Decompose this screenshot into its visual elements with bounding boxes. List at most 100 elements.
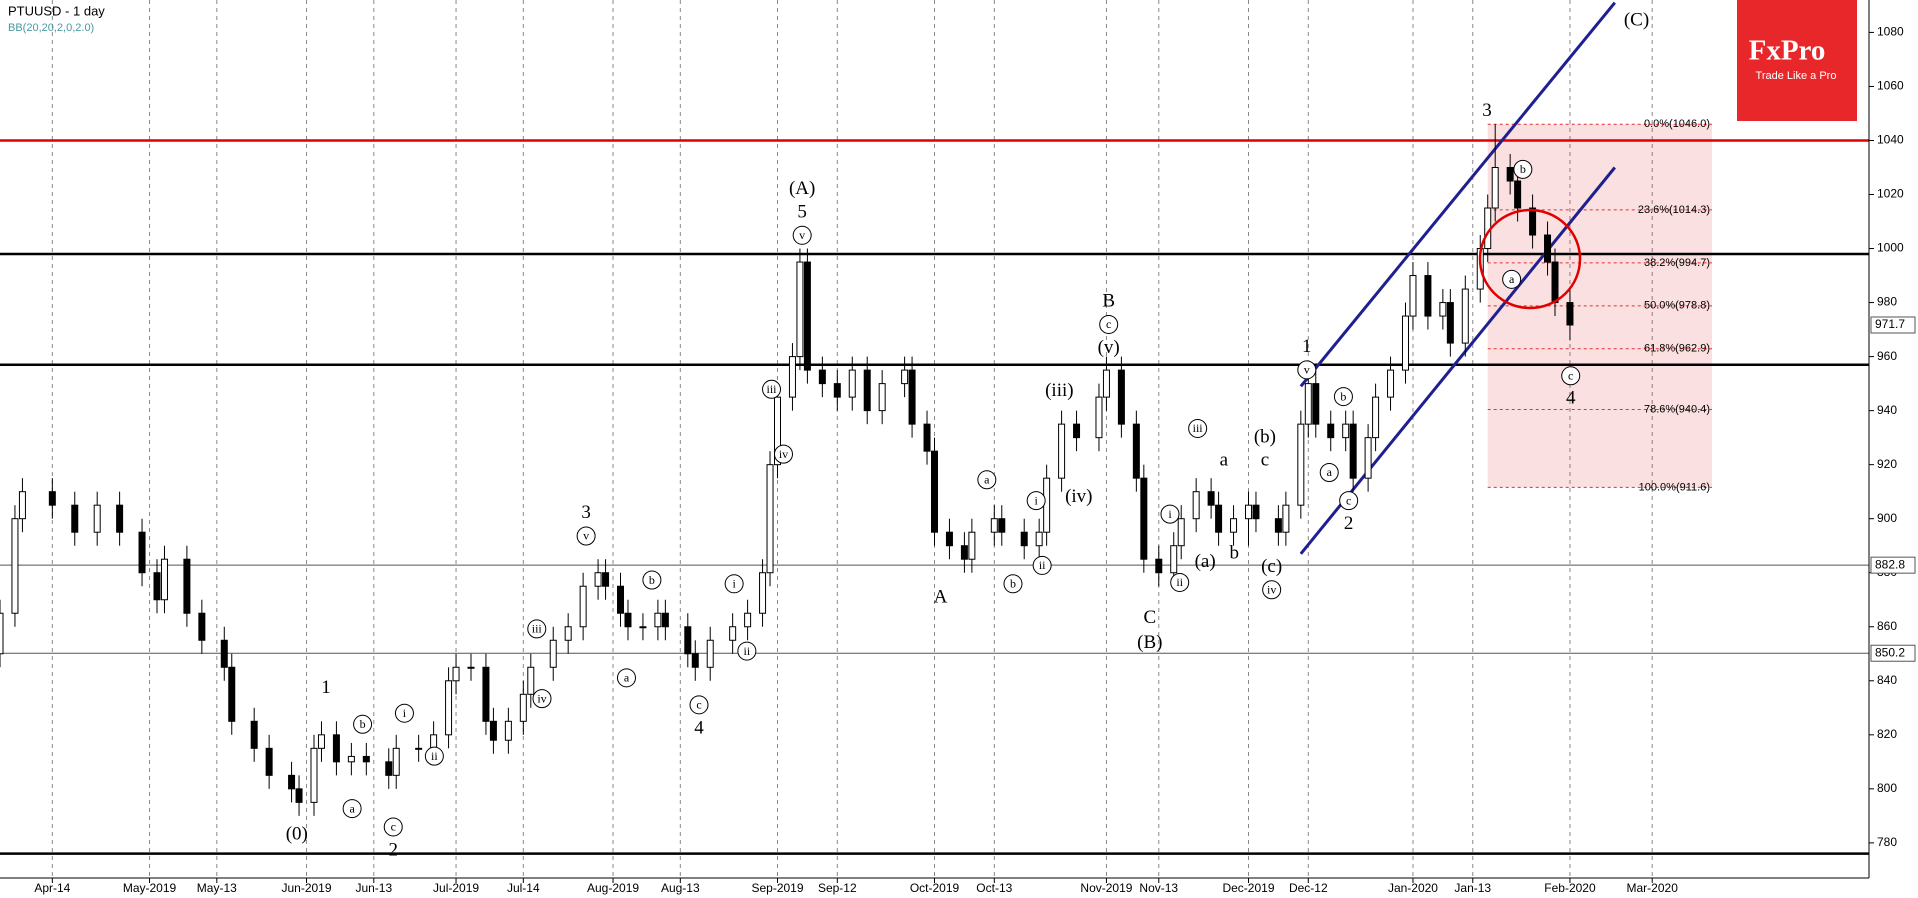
- x-tick-label: Sep-12: [818, 881, 857, 895]
- wave-circle: [642, 570, 662, 590]
- wave-label: (0): [286, 824, 308, 845]
- candle-body: [504, 720, 512, 741]
- candle-body: [317, 734, 325, 749]
- y-tick-label: 980: [1877, 295, 1897, 309]
- wave-circle: [616, 668, 636, 688]
- wave-label: c: [1106, 317, 1111, 331]
- candle-body: [1387, 369, 1395, 398]
- candle-body: [639, 626, 647, 629]
- wave-label: c: [1261, 450, 1269, 471]
- candle-body: [1506, 166, 1514, 182]
- wave-circle: [383, 817, 403, 837]
- candle-body: [1282, 504, 1290, 533]
- candle-body: [220, 639, 228, 668]
- candle-body: [48, 491, 56, 506]
- x-tick-label: Sep-2019: [751, 881, 803, 895]
- candle-body: [863, 369, 871, 412]
- y-tick-label: 960: [1877, 349, 1897, 363]
- wave-circle: [1339, 491, 1359, 511]
- wave-circle: [689, 695, 709, 715]
- candle-body: [288, 774, 296, 790]
- wave-label: b: [1230, 543, 1240, 564]
- wave-label: 1: [1302, 336, 1312, 357]
- candle-body: [347, 755, 355, 763]
- candle-body: [1514, 180, 1522, 209]
- y-tick-label: 780: [1877, 835, 1897, 849]
- x-tick-label: Oct-13: [976, 881, 1012, 895]
- wave-label: ii: [431, 749, 438, 763]
- wave-label: (v): [1098, 337, 1120, 358]
- candle-body: [1230, 518, 1238, 533]
- wave-label: 3: [581, 502, 591, 523]
- wave-circle: [773, 444, 793, 464]
- candle-body: [968, 531, 976, 560]
- candle-body: [1566, 302, 1574, 326]
- x-tick-label: Dec-2019: [1222, 881, 1274, 895]
- candle-body: [1349, 423, 1357, 479]
- candle-body: [228, 666, 236, 722]
- indicator-label: BB(20,20,2,0,2.0): [8, 22, 94, 34]
- candle-body: [624, 612, 632, 628]
- candle-body: [960, 545, 968, 560]
- fib-label: 100.0%(911.6): [1639, 481, 1710, 493]
- wave-circle: [977, 470, 997, 490]
- candle-body: [415, 747, 423, 750]
- wave-circle: [353, 714, 373, 734]
- wave-label: C: [1143, 607, 1156, 628]
- wave-label: a: [1220, 450, 1229, 471]
- wave-label: b: [1340, 389, 1346, 403]
- wave-label: i: [403, 706, 407, 720]
- wave-circle: [1026, 491, 1046, 511]
- candle-body: [1020, 531, 1028, 547]
- candle-body: [1170, 545, 1178, 574]
- price-label: 971.7: [1875, 317, 1905, 331]
- wave-label: v: [1304, 363, 1310, 377]
- wave-circle: [1262, 580, 1282, 600]
- candle-body: [1192, 491, 1200, 520]
- candle-body: [430, 734, 438, 749]
- wave-circle: [394, 703, 414, 723]
- candle-body: [1140, 477, 1148, 560]
- x-tick-label: Jul-2019: [433, 881, 479, 895]
- y-tick-label: 920: [1877, 457, 1897, 471]
- price-label: 850.2: [1875, 645, 1905, 659]
- candle-body: [467, 666, 475, 669]
- candle-body: [923, 423, 931, 452]
- y-tick-label: 860: [1877, 619, 1897, 633]
- candle-body: [71, 504, 79, 533]
- candle-body: [579, 585, 587, 628]
- candle-body: [1252, 504, 1260, 520]
- candle-body: [1274, 518, 1282, 533]
- wave-circle: [1513, 159, 1533, 179]
- x-tick-label: Jan-13: [1454, 881, 1491, 895]
- candle-body: [706, 639, 714, 668]
- candle-body: [788, 356, 796, 398]
- wave-label: A: [934, 587, 948, 608]
- wave-circle: [1003, 574, 1023, 594]
- candle-body: [1551, 261, 1559, 304]
- candle-body: [183, 558, 191, 614]
- wave-label: a: [984, 473, 990, 487]
- candle-body: [1461, 288, 1469, 344]
- price-label-box: [1870, 556, 1916, 574]
- wave-label: (b): [1254, 426, 1276, 447]
- candle-body: [1327, 423, 1335, 439]
- channel-line: [1299, 1, 1616, 388]
- wave-circle: [724, 574, 744, 594]
- wave-label: 4: [694, 717, 704, 738]
- wave-label: (iv): [1065, 486, 1092, 507]
- highlight-ellipse: [1478, 208, 1582, 310]
- wave-label: ii: [744, 644, 751, 658]
- y-tick-label: 900: [1877, 511, 1897, 525]
- candle-body: [564, 626, 572, 641]
- candle-body: [482, 666, 490, 722]
- candle-body: [803, 261, 811, 371]
- candle-body: [0, 612, 4, 655]
- wave-label: b: [1010, 577, 1016, 591]
- candle-body: [1155, 558, 1163, 574]
- candle-body: [527, 666, 535, 695]
- candle-body: [1446, 302, 1454, 344]
- wave-label: b: [649, 573, 655, 587]
- y-tick-label: 800: [1877, 781, 1897, 795]
